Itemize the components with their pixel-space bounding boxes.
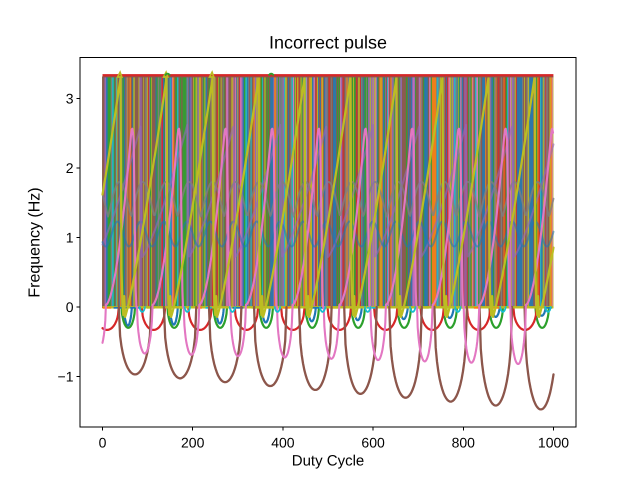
svg-text:0: 0: [66, 299, 74, 315]
svg-text:Incorrect pulse: Incorrect pulse: [269, 33, 387, 53]
svg-text:Frequency (Hz): Frequency (Hz): [27, 187, 44, 297]
svg-text:400: 400: [271, 435, 295, 451]
svg-text:Duty Cycle: Duty Cycle: [292, 453, 365, 470]
svg-text:1000: 1000: [538, 435, 569, 451]
svg-text:200: 200: [181, 435, 205, 451]
svg-text:800: 800: [452, 435, 476, 451]
svg-text:600: 600: [361, 435, 385, 451]
svg-text:2: 2: [66, 160, 74, 176]
svg-text:1: 1: [66, 229, 74, 245]
svg-text:−1: −1: [58, 368, 74, 384]
svg-text:0: 0: [99, 435, 107, 451]
svg-text:3: 3: [66, 90, 74, 106]
